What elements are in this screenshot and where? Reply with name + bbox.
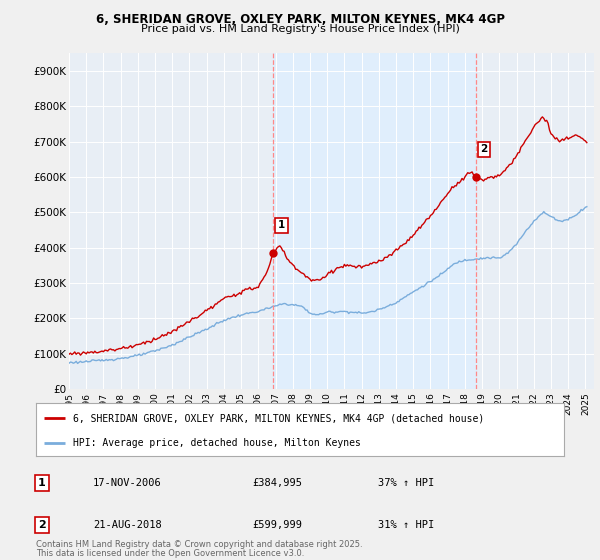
Text: 21-AUG-2018: 21-AUG-2018 <box>93 520 162 530</box>
Text: 6, SHERIDAN GROVE, OXLEY PARK, MILTON KEYNES, MK4 4GP: 6, SHERIDAN GROVE, OXLEY PARK, MILTON KE… <box>95 13 505 26</box>
Text: 1: 1 <box>38 478 46 488</box>
Text: HPI: Average price, detached house, Milton Keynes: HPI: Average price, detached house, Milt… <box>73 438 361 448</box>
Text: This data is licensed under the Open Government Licence v3.0.: This data is licensed under the Open Gov… <box>36 549 304 558</box>
Text: 17-NOV-2006: 17-NOV-2006 <box>93 478 162 488</box>
Text: Price paid vs. HM Land Registry's House Price Index (HPI): Price paid vs. HM Land Registry's House … <box>140 24 460 34</box>
Text: 1: 1 <box>278 220 285 230</box>
Bar <box>274 53 476 389</box>
Text: £384,995: £384,995 <box>252 478 302 488</box>
Text: 2: 2 <box>38 520 46 530</box>
Text: 6, SHERIDAN GROVE, OXLEY PARK, MILTON KEYNES, MK4 4GP (detached house): 6, SHERIDAN GROVE, OXLEY PARK, MILTON KE… <box>73 413 484 423</box>
Text: Contains HM Land Registry data © Crown copyright and database right 2025.: Contains HM Land Registry data © Crown c… <box>36 540 362 549</box>
Text: 31% ↑ HPI: 31% ↑ HPI <box>378 520 434 530</box>
Text: 2: 2 <box>480 144 487 154</box>
Text: £599,999: £599,999 <box>252 520 302 530</box>
Text: 37% ↑ HPI: 37% ↑ HPI <box>378 478 434 488</box>
